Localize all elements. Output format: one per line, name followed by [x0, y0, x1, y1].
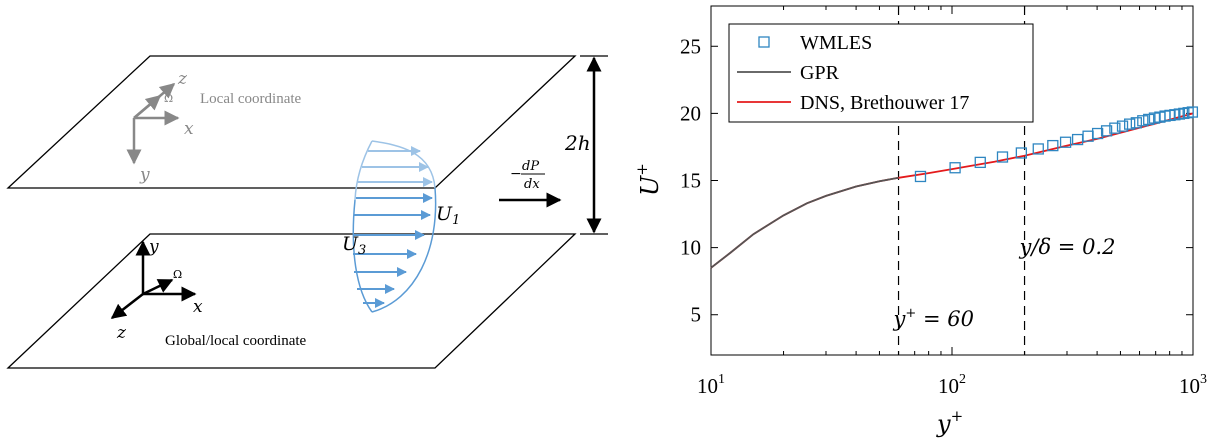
profile-centerline-lower: [352, 199, 373, 313]
legend-box: [728, 23, 1034, 123]
series-line-gpr: [710, 176, 899, 269]
data-point-wmles: [949, 162, 961, 174]
pressure-gradient: − dP dx: [499, 159, 562, 208]
profile-centerline-upper: [354, 140, 373, 201]
reference-label: y+ = 60: [893, 306, 974, 331]
pressure-numerator: dP: [522, 159, 539, 174]
local-axis-z: z: [177, 69, 188, 89]
data-point-wmles: [1124, 118, 1136, 130]
x-tick-label: 103: [1179, 372, 1207, 398]
global-omega: Ω: [173, 268, 182, 281]
legend-label-gpr: GPR: [800, 62, 840, 84]
u1-label: U1: [436, 203, 460, 228]
chart: 5 10 15 20 25 101 102 103 y+ = 60 y/δ = 0.2 y+ U…: [633, 5, 1207, 438]
profile-outline-upper: [371, 140, 436, 189]
y-tick-label: 10: [680, 236, 701, 260]
x-axis-label: y+: [936, 407, 963, 438]
local-coordinate-axes: [126, 83, 180, 165]
legend-marker-wmles: [758, 36, 770, 48]
data-point-wmles: [1015, 147, 1028, 159]
data-point-wmles: [1182, 107, 1194, 119]
legend-label-wmles: WMLES: [800, 32, 872, 54]
y-tick-label: 25: [680, 34, 701, 58]
global-coordinate-axes: [110, 240, 197, 319]
data-point-wmles: [996, 151, 1009, 163]
profile-outline-lower: [371, 187, 437, 313]
legend-label-dns: DNS, Brethouwer 17: [800, 92, 969, 114]
reference-label: y/δ = 0.2: [1019, 235, 1116, 259]
data-point-wmles: [1100, 125, 1113, 137]
local-axis-x: x: [184, 119, 194, 139]
reference-lines: y+ = 60 y/δ = 0.2: [893, 6, 1116, 355]
top-plate: [6, 55, 577, 189]
y-tick-label: 5: [691, 303, 702, 327]
pressure-denominator: dx: [524, 177, 540, 192]
pressure-minus: −: [510, 166, 522, 182]
local-coordinate-label: Local coordinate: [200, 91, 302, 107]
y-tick-label: 20: [680, 101, 701, 125]
local-omega: Ω: [164, 92, 173, 105]
local-axis-y: y: [139, 165, 150, 185]
data-point-wmles: [1186, 106, 1199, 118]
data-point-wmles: [974, 156, 986, 169]
channel-diagram: z Ω x y Local coordinate y Ω x z Global/…: [6, 55, 608, 369]
data-point-wmles: [1047, 139, 1059, 152]
tick-labels: 5 10 15 20 25 101 102 103: [680, 34, 1207, 398]
global-axis-x: x: [193, 297, 203, 317]
data-point-wmles: [1059, 136, 1072, 148]
y-tick-label: 15: [680, 169, 701, 193]
u3-label: U3: [342, 233, 366, 258]
axis-ticks: [710, 6, 1194, 355]
velocity-profile: [352, 140, 437, 313]
legend: WMLES GPR DNS, Brethouwer 17: [728, 23, 1034, 123]
data-point-wmles: [1091, 127, 1104, 140]
series-layer: [710, 106, 1199, 269]
data-point-wmles: [1130, 117, 1142, 129]
data-point-wmles: [914, 170, 927, 183]
global-coordinate-label: Global/local coordinate: [165, 333, 307, 349]
x-tick-label: 101: [697, 372, 725, 398]
data-point-wmles: [1109, 122, 1121, 134]
y-axis-label: U+: [633, 163, 664, 196]
data-point-wmles: [1137, 115, 1149, 127]
global-axis-z: z: [116, 323, 127, 343]
x-tick-label: 102: [938, 372, 966, 398]
global-axis-y: y: [148, 237, 159, 257]
data-point-wmles: [1116, 120, 1129, 132]
data-point-wmles: [1143, 113, 1155, 126]
height-label: 2h: [564, 131, 591, 155]
data-point-wmles: [1032, 143, 1044, 155]
